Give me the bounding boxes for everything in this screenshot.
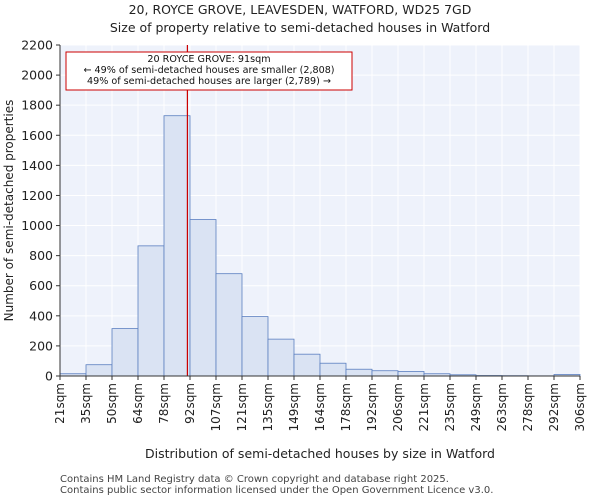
- bar-78sqm: [163, 115, 191, 377]
- y-tick-label: 1400: [21, 158, 53, 173]
- y-tick-label: 1600: [21, 128, 53, 143]
- bar-50sqm: [111, 328, 139, 377]
- y-tick-label: 1800: [21, 98, 53, 113]
- x-tick-label: 21sqm: [53, 383, 67, 424]
- footer-line-2: Contains public sector information licen…: [60, 485, 494, 496]
- bar-178sqm: [345, 368, 373, 377]
- x-tick-label: 107sqm: [209, 383, 223, 431]
- annotation-line-3: 49% of semi-detached houses are larger (…: [87, 76, 331, 87]
- bar-135sqm: [267, 338, 295, 377]
- bar-149sqm: [293, 353, 321, 377]
- x-tick-label: 263sqm: [495, 383, 509, 431]
- x-tick-label: 206sqm: [391, 383, 405, 431]
- x-tick-label: 149sqm: [287, 383, 301, 431]
- y-tick-labels: 0 200 400 600 800 1000 1200 1400 1600 1800 2000 220…: [21, 38, 53, 384]
- x-tick-label: 50sqm: [105, 383, 119, 424]
- y-axis-label: Number of semi-detached properties: [2, 100, 16, 322]
- x-tick-label: 164sqm: [313, 383, 327, 431]
- y-tick-label: 200: [29, 338, 53, 353]
- y-tick-label: 600: [29, 278, 53, 293]
- x-tick-label: 78sqm: [157, 383, 171, 424]
- y-tick-label: 400: [29, 308, 53, 323]
- bar-206sqm: [397, 371, 425, 377]
- x-tick-label: 306sqm: [573, 383, 587, 431]
- bar-64sqm: [137, 245, 165, 377]
- x-tick-labels: 21sqm 35sqm 50sqm 64sqm 78sqm 92sqm 107sqm 121s…: [53, 383, 587, 431]
- x-tick-label: 178sqm: [339, 383, 353, 431]
- x-tick-label: 92sqm: [183, 383, 197, 424]
- y-tick-label: 800: [29, 248, 53, 263]
- axes: [56, 44, 581, 380]
- bar-107sqm: [215, 273, 243, 377]
- x-tick-label: 192sqm: [365, 383, 379, 431]
- chart-title: 20, ROYCE GROVE, LEAVESDEN, WATFORD, WD2…: [128, 2, 472, 17]
- x-tick-label: 135sqm: [261, 383, 275, 431]
- bars: [59, 115, 581, 377]
- bar-92sqm: [189, 219, 217, 377]
- footer-line-1: Contains HM Land Registry data © Crown c…: [60, 474, 449, 485]
- x-tick-label: 121sqm: [235, 383, 249, 431]
- annotation-line-2: ← 49% of semi-detached houses are smalle…: [83, 65, 334, 76]
- y-tick-label: 1200: [21, 188, 53, 203]
- bar-121sqm: [241, 316, 269, 377]
- annotation-box: 20 ROYCE GROVE: 91sqm ← 49% of semi-deta…: [65, 51, 353, 91]
- annotation-line-1: 20 ROYCE GROVE: 91sqm: [147, 54, 270, 65]
- x-tick-label: 235sqm: [443, 383, 457, 431]
- bar-164sqm: [319, 362, 347, 377]
- chart-area: 0 200 400 600 800 1000 1200 1400 1600 1800 2000 220…: [2, 38, 587, 462]
- y-tick-label: 1000: [21, 218, 53, 233]
- x-axis-label: Distribution of semi-detached houses by …: [145, 446, 495, 461]
- x-tick-label: 292sqm: [547, 383, 561, 431]
- y-tick-label: 2200: [21, 38, 53, 53]
- x-tick-label: 278sqm: [521, 383, 535, 431]
- chart-subtitle: Size of property relative to semi-detach…: [109, 20, 491, 35]
- x-tick-label: 221sqm: [417, 383, 431, 431]
- x-tick-label: 35sqm: [79, 383, 93, 424]
- bar-192sqm: [371, 370, 399, 377]
- bar-35sqm: [85, 364, 113, 377]
- y-tick-label: 0: [45, 369, 53, 384]
- annotation-frame: [65, 51, 353, 91]
- y-tick-label: 2000: [21, 68, 53, 83]
- x-tick-label: 249sqm: [469, 383, 483, 431]
- x-tick-label: 64sqm: [131, 383, 145, 424]
